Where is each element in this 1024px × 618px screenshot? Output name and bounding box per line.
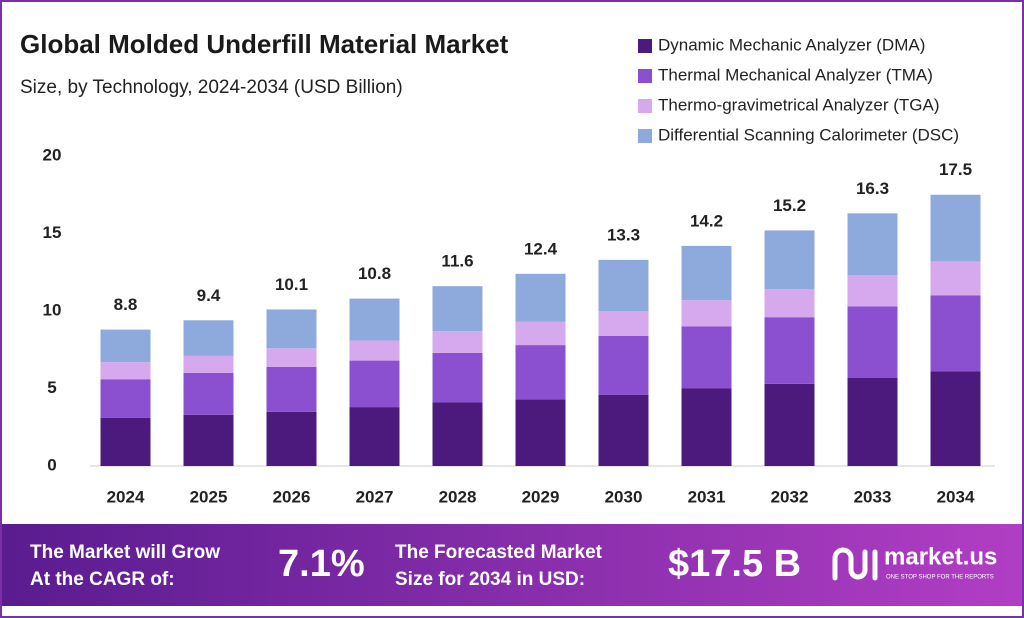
bar-segment [764, 383, 815, 466]
legend-label: Thermo-gravimetrical Analyzer (TGA) [658, 95, 940, 114]
x-tick-label: 2030 [605, 487, 643, 506]
bar-segment [930, 194, 981, 262]
y-tick-label: 20 [43, 145, 62, 164]
x-tick-label: 2032 [771, 487, 809, 506]
legend-swatch [638, 129, 652, 143]
total-label: 16.3 [856, 179, 889, 198]
bar-segment [764, 289, 815, 318]
bar-segment [432, 402, 483, 466]
total-label: 9.4 [197, 286, 221, 305]
total-label: 17.5 [939, 160, 972, 179]
legend-label: Differential Scanning Calorimeter (DSC) [658, 125, 959, 144]
x-tick-label: 2026 [273, 487, 311, 506]
cagr-value: 7.1% [278, 543, 365, 585]
bar-segment [764, 230, 815, 290]
bar-segment [930, 371, 981, 466]
bar-segment [432, 331, 483, 353]
bar-segment [266, 348, 317, 367]
bar-segment [183, 414, 234, 466]
bar-segment [349, 360, 400, 408]
forecast-text: Size for 2034 in USD: [395, 569, 585, 590]
forecast-value: $17.5 B [668, 543, 801, 585]
bar-segment [598, 394, 649, 466]
y-tick-label: 5 [47, 378, 56, 397]
x-tick-label: 2031 [688, 487, 726, 506]
bar-segment [930, 261, 981, 296]
bar-segment [432, 352, 483, 403]
forecast-text: The Forecasted Market [395, 542, 603, 563]
total-label: 13.3 [607, 225, 640, 244]
legend-swatch [638, 69, 652, 83]
bar-segment [598, 259, 649, 311]
bar-segment [266, 366, 317, 412]
bar-segment [100, 362, 151, 380]
x-tick-label: 2034 [937, 487, 975, 506]
chart-title: Global Molded Underfill Material Market [20, 29, 509, 59]
total-label: 8.8 [114, 295, 138, 314]
chart-subtitle: Size, by Technology, 2024-2034 (USD Bill… [20, 77, 403, 98]
bar-segment [349, 340, 400, 361]
bar-segment [349, 407, 400, 466]
total-label: 11.6 [441, 252, 473, 271]
bar-segment [598, 311, 649, 336]
x-tick-label: 2029 [522, 487, 560, 506]
x-tick-label: 2024 [107, 487, 145, 506]
bar-segment [930, 295, 981, 372]
total-label: 10.8 [358, 264, 391, 283]
total-label: 10.1 [275, 275, 308, 294]
bar-segment [183, 320, 234, 356]
bar-segment [515, 345, 566, 400]
bar-segment [183, 355, 234, 373]
bar-segment [183, 373, 234, 415]
total-label: 12.4 [524, 239, 558, 258]
brand-tagline: ONE STOP SHOP FOR THE REPORTS [886, 575, 994, 581]
legend-label: Dynamic Mechanic Analyzer (DMA) [658, 35, 925, 54]
legend-swatch [638, 39, 652, 53]
total-label: 14.2 [690, 211, 723, 230]
x-tick-label: 2028 [439, 487, 477, 506]
cagr-text: At the CAGR of: [30, 569, 175, 590]
bar-segment [515, 273, 566, 322]
bar-segment [100, 417, 151, 466]
bar-segment [100, 329, 151, 363]
cagr-text: The Market will Grow [30, 542, 220, 563]
x-tick-label: 2027 [356, 487, 394, 506]
bar-segment [847, 213, 898, 276]
brand-logo [832, 547, 878, 581]
x-tick-label: 2033 [854, 487, 892, 506]
bar-segment [764, 317, 815, 384]
bar-segment [681, 388, 732, 466]
bar-segment [847, 377, 898, 466]
footer-band [2, 524, 1022, 606]
bar-segment [349, 298, 400, 341]
bar-segment [681, 245, 732, 301]
y-tick-label: 15 [43, 223, 62, 242]
bar-segment [100, 379, 151, 418]
bar-segment [266, 411, 317, 466]
y-tick-label: 10 [43, 300, 62, 319]
brand-name: market.us [884, 543, 997, 570]
bar-segment [847, 306, 898, 378]
total-label: 15.2 [773, 196, 806, 215]
x-tick-label: 2025 [190, 487, 228, 506]
bar-segment [847, 275, 898, 307]
y-tick-label: 0 [47, 455, 56, 474]
legend-swatch [638, 99, 652, 113]
bar-segment [432, 286, 483, 332]
bar-segment [681, 300, 732, 327]
bar-segment [681, 326, 732, 389]
legend-label: Thermal Mechanical Analyzer (TMA) [658, 65, 933, 84]
bar-segment [266, 309, 317, 349]
bar-segment [515, 321, 566, 346]
bar-segment [598, 335, 649, 395]
bar-segment [515, 399, 566, 466]
